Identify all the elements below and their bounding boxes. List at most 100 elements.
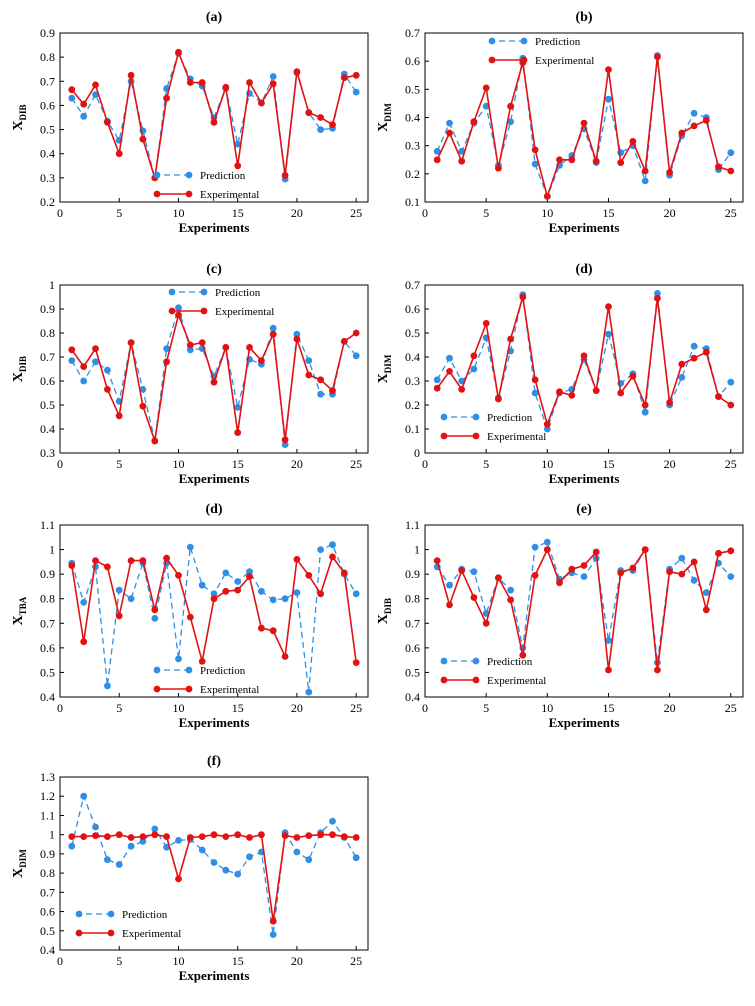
panel-title: (a) <box>206 10 223 25</box>
data-point-experimental <box>352 329 360 337</box>
data-point-experimental <box>234 831 242 839</box>
data-point-experimental <box>139 833 147 840</box>
data-point-prediction <box>317 390 324 398</box>
data-point-experimental <box>269 80 277 88</box>
data-point-experimental <box>281 436 289 444</box>
data-point-prediction <box>222 569 230 577</box>
data-point-experimental <box>127 71 135 79</box>
data-point-experimental <box>175 48 182 56</box>
legend-label-prediction: Prediction <box>215 287 261 299</box>
panel-title: (e) <box>576 502 592 517</box>
data-point-prediction <box>104 856 111 864</box>
data-point-experimental <box>305 109 313 117</box>
data-point-experimental <box>580 352 588 360</box>
data-point-experimental <box>92 81 99 89</box>
data-point-prediction <box>127 595 135 603</box>
data-point-prediction <box>531 389 539 397</box>
data-point-experimental <box>258 357 265 364</box>
data-point-experimental <box>340 569 348 577</box>
data-point-experimental <box>340 338 348 345</box>
legend-marker-prediction <box>153 171 161 179</box>
data-point-prediction <box>641 177 649 185</box>
data-point-experimental <box>139 135 147 143</box>
plot-frame <box>59 32 369 203</box>
y-tick-label: 0.6 <box>40 98 55 112</box>
legend-label-prediction: Prediction <box>200 665 246 677</box>
chart-panel-1: (a) 0.2 0.3 0.4 0.5 0.6 0.7 0.8 0.9 0 5 10 15 20 25 Exp… <box>11 10 369 235</box>
data-point-experimental <box>80 363 88 370</box>
data-point-experimental <box>727 167 735 175</box>
y-tick-label: 0.6 <box>40 641 55 655</box>
data-point-prediction <box>446 354 453 362</box>
data-point-experimental <box>568 565 576 573</box>
data-point-experimental <box>329 553 336 561</box>
data-point-experimental <box>470 352 478 360</box>
data-point-experimental <box>281 172 289 179</box>
legend: Prediction Experimental <box>75 909 181 940</box>
x-tick-label: 25 <box>725 701 737 715</box>
data-point-prediction <box>305 688 313 696</box>
data-point-experimental <box>519 651 527 659</box>
data-point-experimental <box>715 163 722 171</box>
legend-label-experimental: Experimental <box>200 189 259 201</box>
legend-marker-experimental <box>75 929 83 937</box>
x-tick-label: 10 <box>172 954 184 968</box>
y-axis-label-subscript: DIM <box>383 354 393 373</box>
data-point-prediction <box>246 568 253 576</box>
y-tick-label: 0.3 <box>405 139 420 153</box>
y-tick-label: 0.5 <box>40 924 55 938</box>
x-tick-label: 20 <box>291 701 303 715</box>
panel-title: (d) <box>575 262 592 277</box>
data-point-experimental <box>556 388 563 396</box>
data-point-prediction <box>293 848 301 856</box>
data-point-prediction <box>690 342 698 350</box>
data-point-experimental <box>352 834 360 841</box>
x-tick-label: 25 <box>350 457 362 471</box>
data-point-experimental <box>340 833 348 840</box>
data-point-experimental <box>702 606 710 614</box>
y-tick-label: 1.1 <box>405 518 420 532</box>
data-point-prediction <box>175 655 182 663</box>
data-point-experimental <box>104 833 111 840</box>
data-point-experimental <box>163 554 171 562</box>
y-tick-label: 1.1 <box>40 518 55 532</box>
data-point-experimental <box>104 563 111 571</box>
data-point-prediction <box>482 102 490 110</box>
x-tick-label: 20 <box>664 206 676 220</box>
data-point-prediction <box>433 376 441 384</box>
data-point-experimental <box>678 570 686 578</box>
legend-marker-experimental <box>472 676 480 684</box>
data-point-experimental <box>258 99 265 107</box>
data-point-prediction <box>281 595 289 603</box>
data-point-experimental <box>666 568 673 576</box>
data-point-experimental <box>127 834 135 841</box>
legend-label-experimental: Experimental <box>200 684 259 696</box>
x-tick-label: 15 <box>232 954 244 968</box>
data-point-experimental <box>151 831 159 839</box>
data-point-experimental <box>433 384 441 392</box>
data-point-experimental <box>210 595 218 603</box>
y-tick-label: 0.3 <box>40 446 55 460</box>
data-point-experimental <box>246 834 253 841</box>
y-tick-label: 0.5 <box>405 665 420 679</box>
data-point-prediction <box>727 149 735 157</box>
x-tick-label: 5 <box>116 954 122 968</box>
x-axis-label: Experiments <box>549 715 620 730</box>
y-tick-label: 0.6 <box>405 302 420 316</box>
data-point-prediction <box>641 408 649 416</box>
legend-marker-prediction <box>472 413 480 421</box>
data-point-prediction <box>446 119 453 127</box>
data-point-prediction <box>92 91 99 98</box>
panel-title: (f) <box>207 754 221 769</box>
data-point-prediction <box>690 109 698 117</box>
x-tick-label: 15 <box>602 206 614 220</box>
data-point-experimental <box>151 437 159 445</box>
data-point-prediction <box>690 576 698 584</box>
y-tick-label: 0.6 <box>405 641 420 655</box>
y-axis-label-subscript: DIM <box>383 103 393 122</box>
data-point-prediction <box>470 568 478 576</box>
data-point-experimental <box>317 590 324 598</box>
legend-marker-experimental <box>153 685 161 693</box>
legend-label-experimental: Experimental <box>215 306 274 318</box>
data-point-prediction <box>80 112 88 120</box>
